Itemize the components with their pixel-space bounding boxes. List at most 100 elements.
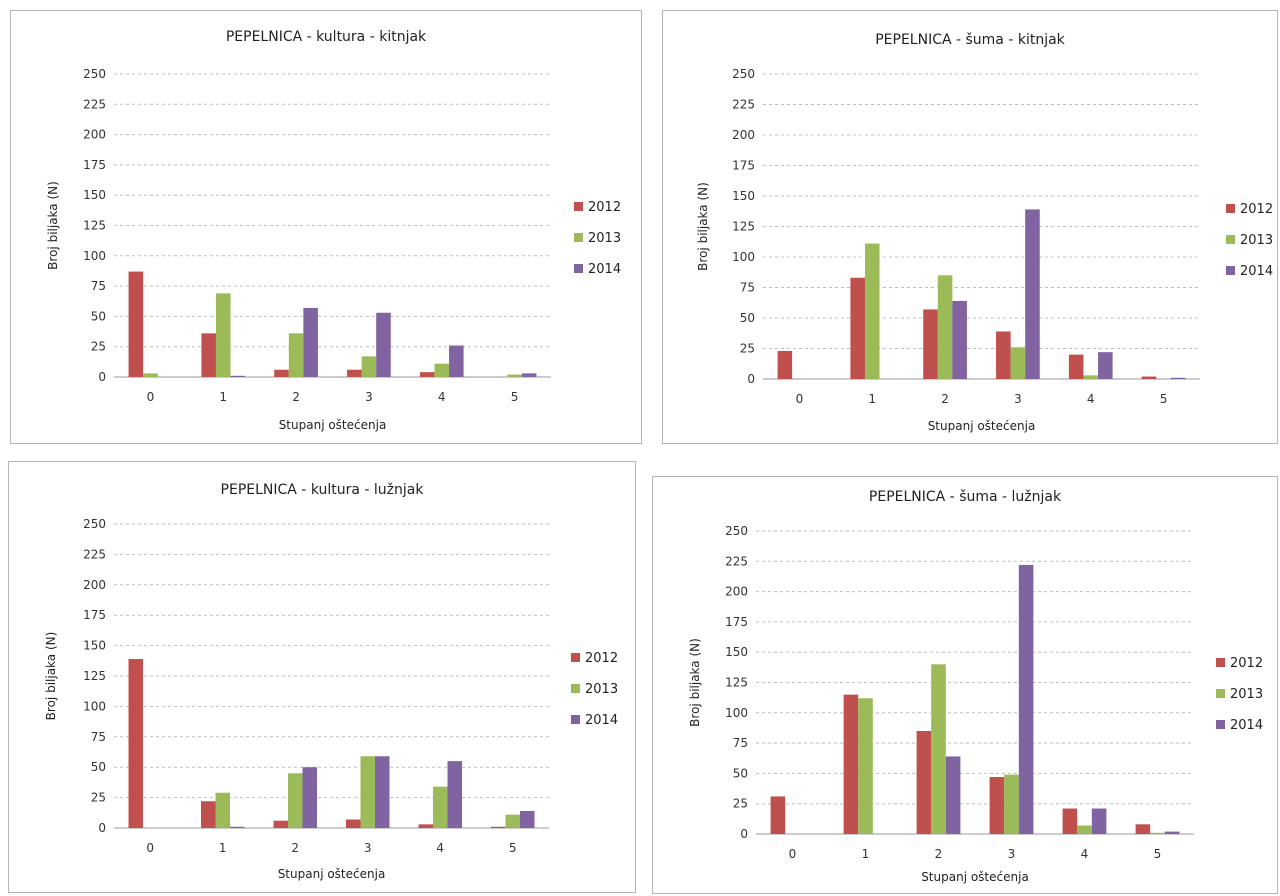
- legend-swatch-2012: [1226, 204, 1235, 213]
- bar-2014-cat-3: [1025, 209, 1040, 379]
- bar-2012-cat-2: [274, 369, 289, 377]
- bar-2013-cat-3: [1004, 774, 1019, 834]
- bar-2013-cat-5: [1150, 832, 1165, 834]
- legend-label-2012: 2012: [588, 200, 621, 215]
- legend-label-2013: 2013: [1230, 687, 1263, 702]
- chart-panel-kultura-luznjak: PEPELNICA - kultura - lužnjak 0 25 50 75 100 1…: [8, 461, 636, 893]
- y-tick-label: 0: [98, 370, 106, 384]
- y-tick-label: 200: [83, 578, 106, 592]
- x-tick-label: 5: [511, 390, 519, 404]
- legend-swatch-2013: [1216, 689, 1225, 698]
- bar-2014-cat-5: [521, 373, 537, 377]
- x-tick-label: 0: [146, 841, 154, 855]
- x-tick-label: 2: [941, 392, 949, 406]
- x-tick-label: 4: [438, 390, 446, 404]
- bar-2014-cat-4: [1098, 352, 1113, 379]
- bar-2013-cat-1: [858, 698, 873, 834]
- y-tick-label: 150: [83, 188, 106, 202]
- chart-title: PEPELNICA - šuma - lužnjak: [869, 489, 1062, 505]
- bar-2013-cat-5: [505, 814, 520, 828]
- x-tick-label: 1: [219, 390, 227, 404]
- legend-label-2012: 2012: [1240, 202, 1273, 217]
- bar-2012-cat-0: [770, 796, 786, 834]
- y-tick-label: 25: [740, 342, 755, 356]
- x-tick-label: 5: [509, 841, 517, 855]
- y-tick-label: 150: [725, 645, 748, 659]
- legend-swatch-2012: [571, 653, 580, 662]
- bar-2014-cat-4: [447, 761, 462, 828]
- y-tick-label: 225: [83, 547, 106, 561]
- y-tick-label: 200: [725, 585, 748, 599]
- y-tick-label: 125: [83, 669, 106, 683]
- y-tick-label: 25: [733, 797, 748, 811]
- y-tick-label: 125: [725, 676, 748, 690]
- bar-2013-cat-4: [434, 363, 450, 377]
- bar-2012-cat-3: [346, 819, 361, 828]
- y-axis-label: Broj biljaka (N): [46, 181, 60, 270]
- bar-2012-cat-5: [491, 826, 506, 828]
- y-tick-label: 150: [83, 639, 106, 653]
- legend-label-2013: 2013: [585, 682, 618, 697]
- legend-label-2013: 2013: [1240, 233, 1273, 248]
- y-tick-label: 200: [732, 128, 755, 142]
- legend-label-2012: 2012: [585, 651, 618, 666]
- y-tick-label: 250: [83, 67, 106, 81]
- legend-swatch-2012: [574, 202, 583, 211]
- legend-swatch-2014: [574, 264, 583, 273]
- bar-2012-cat-0: [128, 271, 144, 377]
- bar-2013-cat-4: [1083, 375, 1099, 379]
- y-tick-label: 50: [740, 311, 755, 325]
- bar-2012-cat-2: [923, 309, 938, 379]
- y-axis-label: Broj biljaka (N): [44, 632, 58, 721]
- y-tick-label: 175: [83, 158, 106, 172]
- x-axis-label: Stupanj oštećenja: [279, 418, 387, 432]
- bar-2013-cat-3: [361, 356, 377, 377]
- bar-2012-cat-5: [1141, 376, 1157, 379]
- y-tick-label: 175: [732, 159, 755, 173]
- legend-label-2013: 2013: [588, 231, 621, 246]
- y-tick-label: 0: [740, 827, 748, 841]
- y-tick-label: 75: [733, 736, 748, 750]
- bar-2013-cat-4: [1077, 825, 1092, 834]
- y-tick-label: 50: [733, 766, 748, 780]
- bar-2013-cat-4: [433, 786, 448, 828]
- y-tick-label: 175: [725, 615, 748, 629]
- x-tick-label: 2: [935, 847, 943, 861]
- bar-2014-cat-3: [376, 312, 391, 377]
- bar-chart: PEPELNICA - kultura - kitnjak02550751001…: [46, 29, 621, 432]
- x-axis-label: Stupanj oštećenja: [278, 867, 386, 881]
- y-tick-label: 175: [83, 608, 106, 622]
- x-tick-label: 0: [147, 390, 155, 404]
- bar-chart: PEPELNICA - šuma - kitnjak02550751001251…: [696, 32, 1273, 433]
- x-tick-label: 0: [796, 392, 804, 406]
- legend-swatch-2013: [571, 684, 580, 693]
- x-tick-label: 4: [1081, 847, 1089, 861]
- y-tick-label: 100: [83, 249, 106, 263]
- bar-2012-cat-1: [201, 801, 216, 828]
- y-axis-label: Broj biljaka (N): [696, 182, 710, 271]
- chart-panel-kultura-kitnjak: PEPELNICA - kultura - kitnjak 0 25 50 75 100 1…: [10, 10, 642, 444]
- chart-title: PEPELNICA - šuma - kitnjak: [875, 32, 1065, 48]
- legend-label-2014: 2014: [1230, 718, 1263, 733]
- x-tick-label: 3: [1014, 392, 1022, 406]
- y-tick-label: 225: [83, 97, 106, 111]
- bar-2013-cat-1: [864, 243, 880, 379]
- y-tick-label: 125: [732, 220, 755, 234]
- y-tick-label: 0: [98, 821, 106, 835]
- bar-2014-cat-2: [952, 300, 967, 379]
- bar-2014-cat-5: [1164, 831, 1180, 834]
- legend-swatch-2014: [1216, 720, 1225, 729]
- bar-2012-cat-3: [347, 369, 362, 377]
- y-tick-label: 100: [725, 706, 748, 720]
- bar-2012-cat-2: [916, 730, 932, 834]
- y-tick-label: 125: [83, 219, 106, 233]
- bar-2012-cat-4: [418, 824, 433, 828]
- y-tick-label: 75: [740, 281, 755, 295]
- legend-swatch-2014: [571, 715, 580, 724]
- bar-2014-cat-5: [1170, 377, 1186, 379]
- x-tick-label: 5: [1154, 847, 1162, 861]
- y-tick-label: 200: [83, 128, 106, 142]
- chart-title: PEPELNICA - kultura - lužnjak: [221, 482, 425, 498]
- bar-2014-cat-2: [302, 767, 317, 828]
- bar-2012-cat-4: [1062, 808, 1078, 834]
